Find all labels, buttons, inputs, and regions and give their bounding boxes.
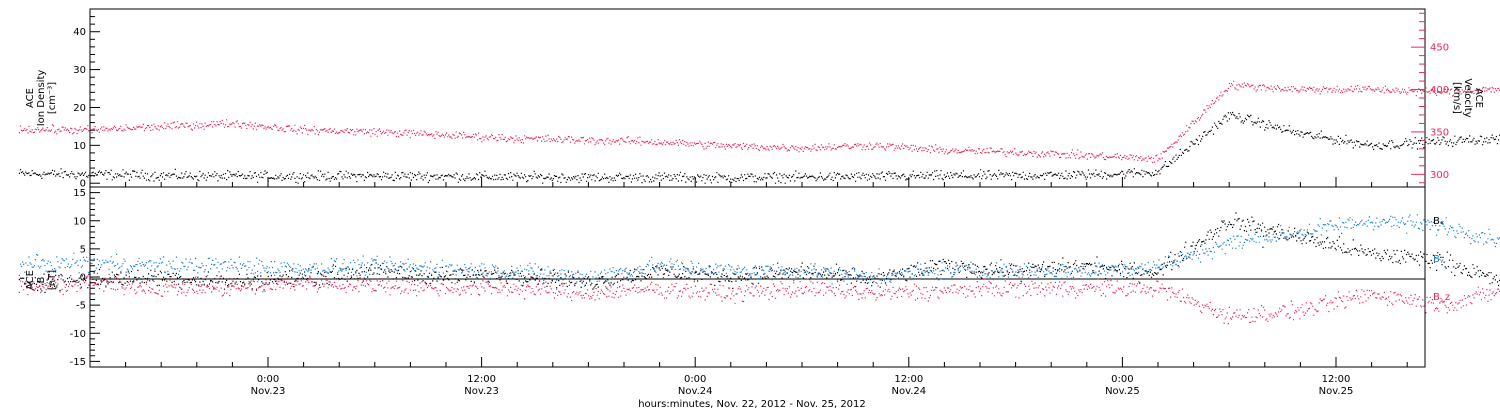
x-tick-time-label: 0:00 xyxy=(1111,374,1133,385)
top-left-ylabel-line1: ACE xyxy=(25,88,36,108)
x-axis-title: hours:minutes, Nov. 22, 2012 - Nov. 25, … xyxy=(638,399,866,410)
top-left-tick-label: 40 xyxy=(73,27,86,38)
top-right-axis-ticks: 300 350 400 450 xyxy=(1411,12,1449,184)
top-right-tick-label: 400 xyxy=(1430,85,1449,96)
bottom-ylabel-line1: ACE xyxy=(25,270,36,290)
top-right-tick-label: 300 xyxy=(1430,170,1449,181)
bottom-left-tick-label: -10 xyxy=(70,329,86,340)
top-right-ylabel-line2: Velocity xyxy=(1462,78,1473,117)
top-left-tick-label: 10 xyxy=(73,141,86,152)
top-left-tick-label: 0 xyxy=(80,179,86,190)
top-left-tick-label: 30 xyxy=(73,65,86,76)
x-axis-ticks: 0:00Nov.2312:00Nov.230:00Nov.2412:00Nov.… xyxy=(125,177,1408,397)
velocity-points xyxy=(18,80,1500,163)
x-tick-time-label: 12:00 xyxy=(894,374,923,385)
top-right-tick-label: 450 xyxy=(1430,43,1449,54)
bottom-ylabel: ACE B [nT] xyxy=(25,270,58,290)
bottom-left-tick-label: 15 xyxy=(73,188,86,199)
x-tick-date-label: Nov.23 xyxy=(251,386,286,397)
bottom-left-tick-label: -15 xyxy=(70,357,86,368)
top-right-ylabel-line3: [km/s] xyxy=(1451,82,1462,114)
bottom-left-axis-ticks: -15 -10 -5 0 5 10 15 xyxy=(70,188,100,368)
density-points xyxy=(18,111,1500,184)
bx-points xyxy=(18,212,1500,293)
series-by xyxy=(18,214,1500,287)
series-velocity xyxy=(18,80,1500,163)
legend-bx: Bₓ xyxy=(1433,216,1444,227)
x-tick-date-label: Nov.24 xyxy=(891,386,926,397)
x-tick-time-label: 12:00 xyxy=(467,374,496,385)
bottom-left-tick-label: 5 xyxy=(80,244,86,255)
top-left-ylabel-line3: [cm⁻³] xyxy=(47,82,58,114)
bz-points xyxy=(18,272,1500,325)
top-right-tick-label: 350 xyxy=(1430,127,1449,138)
legend-bz: B_z xyxy=(1433,292,1450,303)
series-bx xyxy=(18,212,1500,293)
x-tick-time-label: 12:00 xyxy=(1322,374,1351,385)
bottom-left-tick-label: -5 xyxy=(76,301,86,312)
x-tick-date-label: Nov.23 xyxy=(464,386,499,397)
x-tick-date-label: Nov.25 xyxy=(1319,386,1354,397)
top-left-tick-label: 20 xyxy=(73,103,86,114)
bottom-ylabel-line2: B xyxy=(36,276,47,283)
bottom-ylabel-line3: [nT] xyxy=(47,270,58,290)
bottom-left-tick-label: 0 xyxy=(80,273,86,284)
bottom-left-tick-label: 10 xyxy=(73,216,86,227)
top-right-ylabel: ACE Velocity [km/s] xyxy=(1451,78,1484,117)
legend-by: Bᵧ xyxy=(1433,254,1444,265)
top-left-ylabel: ACE Ion Density [cm⁻³] xyxy=(25,70,58,127)
x-tick-time-label: 0:00 xyxy=(257,374,279,385)
top-right-ylabel-line1: ACE xyxy=(1473,88,1484,108)
series-bz xyxy=(18,272,1500,325)
series-ion-density xyxy=(18,111,1500,184)
top-left-ylabel-line2: Ion Density xyxy=(36,70,47,127)
x-tick-date-label: Nov.25 xyxy=(1105,386,1140,397)
x-tick-time-label: 0:00 xyxy=(684,374,706,385)
x-tick-date-label: Nov.24 xyxy=(678,386,713,397)
by-points xyxy=(18,214,1500,287)
